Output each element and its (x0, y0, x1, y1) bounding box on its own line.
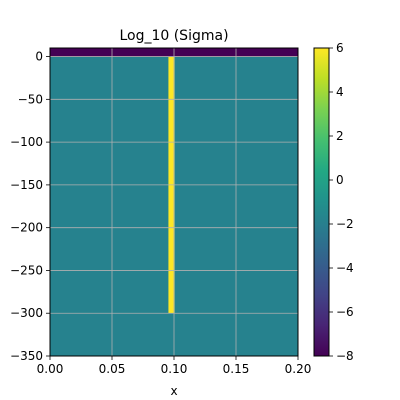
y-tick-label: −250 (10, 263, 43, 277)
y-tick-label: 0 (35, 50, 43, 64)
y-tick-label: −300 (10, 306, 43, 320)
colorbar-tick-label: −8 (336, 349, 354, 363)
colorbar-tick-label: 0 (336, 173, 344, 187)
y-tick-label: −100 (10, 135, 43, 149)
x-tick-label: 0.20 (285, 362, 312, 376)
x-axis: 0.00 0.05 0.10 0.15 0.20 (37, 356, 312, 376)
y-tick-label: −150 (10, 178, 43, 192)
y-tick-label: −50 (18, 92, 43, 106)
chart-title: Log_10 (Sigma) (119, 28, 228, 44)
colorbar-tick-label: 6 (336, 41, 344, 55)
y-tick-label: −200 (10, 221, 43, 235)
x-axis-label: x (170, 384, 177, 398)
x-tick-label: 0.15 (223, 362, 250, 376)
colorbar-tick-label: 2 (336, 129, 344, 143)
y-tick-label: −350 (10, 349, 43, 363)
colorbar-tick-label: −4 (336, 261, 354, 275)
colorbar-tick-label: −6 (336, 305, 354, 319)
y-axis: 0 −50 −100 −150 −200 −250 −300 −350 (10, 50, 50, 363)
x-tick-label: 0.00 (37, 362, 64, 376)
colorbar-tick-label: 4 (336, 85, 344, 99)
colorbar (313, 47, 330, 357)
colorbar-tick-label: −2 (336, 217, 354, 231)
x-tick-label: 0.10 (161, 362, 188, 376)
x-tick-label: 0.05 (99, 362, 126, 376)
colorbar-axis: 6 4 2 0 −2 −4 −6 −8 (329, 41, 354, 363)
